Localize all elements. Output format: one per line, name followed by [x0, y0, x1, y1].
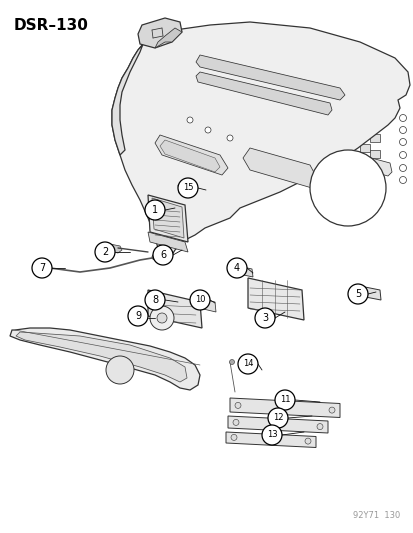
- Text: 13: 13: [266, 431, 277, 440]
- Polygon shape: [147, 232, 188, 252]
- Circle shape: [238, 267, 244, 273]
- Polygon shape: [10, 328, 199, 390]
- Circle shape: [145, 290, 165, 310]
- Text: 15: 15: [182, 183, 193, 192]
- Circle shape: [347, 284, 367, 304]
- Circle shape: [128, 306, 147, 326]
- Text: 8: 8: [152, 295, 158, 305]
- Polygon shape: [154, 28, 182, 48]
- Circle shape: [233, 419, 238, 425]
- Bar: [369, 150, 379, 158]
- Circle shape: [316, 424, 322, 430]
- Text: 4: 4: [233, 263, 240, 273]
- Polygon shape: [152, 198, 183, 238]
- Text: 7: 7: [39, 263, 45, 273]
- Circle shape: [399, 126, 406, 133]
- Text: 9: 9: [135, 311, 141, 321]
- Circle shape: [274, 390, 294, 410]
- Bar: [369, 134, 379, 142]
- Polygon shape: [195, 55, 344, 100]
- Polygon shape: [112, 42, 145, 155]
- Circle shape: [157, 313, 166, 323]
- Polygon shape: [178, 185, 192, 196]
- Circle shape: [235, 402, 240, 408]
- Polygon shape: [147, 195, 188, 242]
- Circle shape: [237, 354, 257, 374]
- Polygon shape: [159, 140, 219, 172]
- Text: 3: 3: [261, 313, 267, 323]
- Circle shape: [399, 151, 406, 158]
- Circle shape: [399, 165, 406, 172]
- Circle shape: [32, 258, 52, 278]
- Circle shape: [182, 187, 187, 191]
- Circle shape: [226, 258, 247, 278]
- Circle shape: [304, 438, 310, 444]
- Circle shape: [187, 117, 192, 123]
- Circle shape: [106, 356, 134, 384]
- Circle shape: [399, 115, 406, 122]
- Text: 12: 12: [272, 414, 282, 423]
- Polygon shape: [147, 290, 202, 328]
- Polygon shape: [247, 278, 303, 320]
- Text: 2: 2: [102, 247, 108, 257]
- Circle shape: [153, 245, 173, 265]
- Bar: [359, 144, 369, 152]
- Polygon shape: [237, 266, 252, 277]
- Polygon shape: [354, 285, 380, 300]
- Text: DSR–130: DSR–130: [14, 18, 89, 33]
- Text: 6: 6: [159, 250, 166, 260]
- Circle shape: [204, 127, 211, 133]
- Text: 92Y71  130: 92Y71 130: [352, 511, 399, 520]
- Polygon shape: [230, 398, 339, 417]
- Polygon shape: [225, 432, 315, 448]
- Circle shape: [178, 178, 197, 198]
- Circle shape: [226, 135, 233, 141]
- Circle shape: [309, 150, 385, 226]
- Text: 5: 5: [354, 289, 360, 299]
- Bar: [359, 128, 369, 136]
- Polygon shape: [228, 416, 327, 433]
- Text: 14: 14: [242, 359, 253, 368]
- Text: 1: 1: [152, 205, 158, 215]
- Polygon shape: [16, 332, 187, 382]
- Circle shape: [229, 359, 234, 365]
- Circle shape: [399, 176, 406, 183]
- Polygon shape: [112, 22, 409, 258]
- Polygon shape: [195, 72, 331, 115]
- Polygon shape: [138, 18, 182, 48]
- Circle shape: [254, 308, 274, 328]
- Circle shape: [150, 306, 173, 330]
- Polygon shape: [108, 244, 122, 253]
- Circle shape: [328, 407, 334, 413]
- Circle shape: [190, 290, 209, 310]
- Circle shape: [399, 139, 406, 146]
- Text: 11: 11: [279, 395, 290, 405]
- Circle shape: [152, 254, 158, 260]
- Circle shape: [261, 425, 281, 445]
- Circle shape: [95, 242, 115, 262]
- Circle shape: [230, 434, 236, 440]
- Circle shape: [145, 200, 165, 220]
- Polygon shape: [242, 148, 317, 188]
- Polygon shape: [154, 135, 228, 175]
- Circle shape: [267, 408, 287, 428]
- Text: 10: 10: [194, 295, 205, 304]
- Polygon shape: [197, 298, 216, 312]
- Polygon shape: [355, 155, 391, 176]
